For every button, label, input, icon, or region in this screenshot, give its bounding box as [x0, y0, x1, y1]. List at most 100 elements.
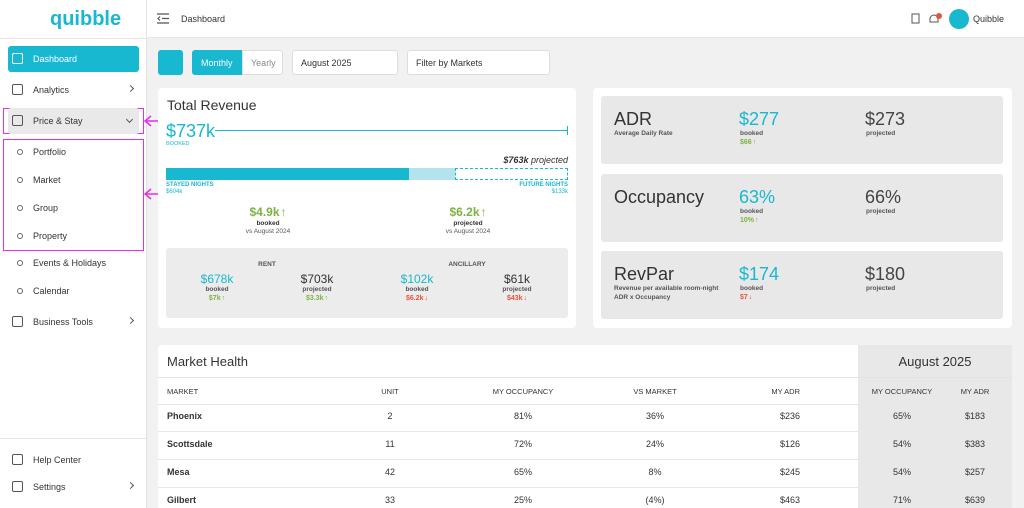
kpi-projected-label: projected: [866, 130, 896, 137]
column-header[interactable]: MY ADR: [960, 387, 990, 396]
projected-value: $763k: [503, 155, 529, 165]
divider: [158, 404, 858, 405]
header-icons[interactable]: [910, 12, 944, 26]
kpi-subtitle: Average Daily Rate: [614, 130, 673, 137]
table-cell: 72%: [513, 439, 533, 449]
bullet: [17, 177, 23, 183]
breakdown-label: booked: [205, 286, 229, 293]
nav-item[interactable]: Group: [33, 203, 59, 213]
breakdown-value: $678k: [200, 272, 234, 286]
footer-item[interactable]: Help Center: [33, 455, 82, 465]
column-header[interactable]: MY ADR: [771, 387, 800, 396]
period-monthly[interactable]: Monthly: [192, 50, 243, 75]
delta-value: $4.9k: [249, 205, 286, 219]
kpi-booked-label: booked: [740, 130, 764, 137]
column-header[interactable]: MY OCCUPANCY: [492, 387, 554, 396]
table-cell: 54%: [892, 439, 912, 449]
nav-item[interactable]: Market: [33, 175, 61, 185]
table-cell: 2: [387, 411, 393, 421]
market-link[interactable]: Mesa: [167, 467, 190, 477]
table-cell: $463: [779, 495, 800, 505]
future-label: FUTURE NIGHTS: [519, 182, 568, 188]
bullet: [17, 288, 23, 294]
breakdown-label: projected: [302, 286, 332, 293]
row-divider: [158, 459, 858, 460]
nav-item[interactable]: Business Tools: [33, 317, 93, 327]
market-filter[interactable]: Filter by Markets: [407, 50, 550, 75]
market-link[interactable]: Scottsdale: [167, 439, 213, 449]
market-link[interactable]: Phoenix: [167, 411, 203, 421]
breakdown-delta: $7k: [209, 295, 225, 302]
kpi-box: [601, 96, 1003, 164]
stayed-label: STAYED NIGHTS: [166, 182, 214, 188]
table-cell: $183: [964, 411, 986, 421]
column-header[interactable]: MARKET: [167, 387, 199, 396]
revenue-line-end: [567, 126, 568, 135]
nav-item[interactable]: Events & Holidays: [33, 258, 107, 268]
bullet: [17, 233, 23, 239]
table-cell: 11: [385, 439, 395, 449]
kpi-booked: 63%: [739, 187, 776, 207]
projected-revenue: $763k projected: [503, 155, 568, 165]
delta-compare: vs August 2024: [245, 228, 291, 235]
sidebar: [0, 0, 147, 508]
breakdown-group: ANCILLARY: [448, 261, 486, 268]
column-header[interactable]: VS MARKET: [633, 387, 677, 396]
annotation-box: [3, 139, 144, 251]
table-cell: $236: [779, 411, 800, 421]
header: [147, 0, 1024, 38]
kpi-booked-label: booked: [740, 285, 764, 292]
delta-label: booked: [256, 220, 280, 227]
brand-logo[interactable]: quibble: [50, 8, 122, 30]
column-header[interactable]: UNIT: [381, 387, 399, 396]
kpi-booked: $174: [739, 264, 780, 284]
stayed-value: $604k: [166, 189, 183, 195]
breakdown-value: $61k: [503, 272, 531, 286]
footer-item[interactable]: Settings: [33, 482, 66, 492]
column-header[interactable]: MY OCCUPANCY: [871, 387, 933, 396]
market-link[interactable]: Gilbert: [167, 495, 197, 505]
nav-item[interactable]: Property: [33, 231, 68, 241]
breakdown-delta: $43k: [507, 295, 527, 302]
calendar-view-button[interactable]: [158, 50, 183, 75]
bullet: [17, 205, 23, 211]
period-yearly[interactable]: Yearly: [242, 50, 283, 75]
table-cell: $126: [779, 439, 800, 449]
kpi-projected: 66%: [865, 187, 902, 207]
kpi-subtitle: Revenue per available room-night: [614, 285, 719, 292]
breakdown-label: projected: [502, 286, 532, 293]
delta-value: $6.2k: [449, 205, 486, 219]
menu-toggle[interactable]: [157, 13, 169, 24]
table-cell: $257: [964, 467, 986, 477]
kpi-projected-label: projected: [866, 208, 896, 215]
kpi-projected: $273: [865, 109, 906, 129]
revenue-line: [215, 130, 568, 131]
nav-item[interactable]: Portfolio: [33, 147, 67, 157]
breakdown-group: RENT: [258, 261, 276, 268]
card-title: Total Revenue: [167, 97, 257, 113]
kpi-booked-label: booked: [740, 208, 764, 215]
table-cell: (4%): [645, 495, 665, 505]
table-cell: 65%: [892, 411, 912, 421]
avatar[interactable]: [949, 9, 969, 29]
nav-item[interactable]: Calendar: [33, 286, 70, 296]
kpi-booked: $277: [739, 109, 780, 129]
table-cell: 8%: [648, 467, 662, 477]
nav-item[interactable]: Dashboard: [8, 46, 139, 72]
breakdown-value: $703k: [300, 272, 334, 286]
nav-icon: [12, 454, 23, 465]
nav-item[interactable]: Analytics: [33, 85, 70, 95]
period-title: August 2025: [898, 354, 972, 369]
user-name[interactable]: Quibble: [973, 14, 1005, 24]
divider: [0, 438, 147, 439]
kpi-projected-label: projected: [866, 285, 896, 292]
row-divider: [158, 487, 858, 488]
nav-icon: [12, 115, 23, 126]
breakdown-label: booked: [405, 286, 429, 293]
breakdown-delta: $3.3k: [306, 295, 328, 302]
month-picker[interactable]: August 2025: [292, 50, 398, 75]
nav-item[interactable]: Price & Stay: [8, 108, 139, 134]
table-cell: 36%: [645, 411, 665, 421]
